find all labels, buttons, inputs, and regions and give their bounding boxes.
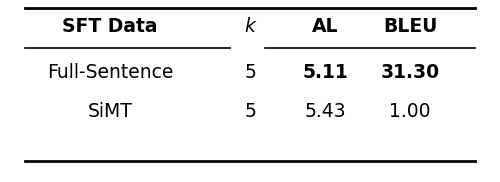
Text: SiMT: SiMT [88, 102, 132, 120]
Text: Full-Sentence: Full-Sentence [47, 63, 173, 82]
Text: SFT Data: SFT Data [62, 17, 158, 36]
Text: 31.30: 31.30 [380, 63, 440, 82]
Text: BLEU: BLEU [383, 17, 437, 36]
Text: AL: AL [312, 17, 338, 36]
Text: 1.00: 1.00 [389, 102, 431, 120]
Text: 5: 5 [244, 63, 256, 82]
Text: 5.11: 5.11 [302, 63, 348, 82]
Text: 5: 5 [244, 102, 256, 120]
Text: 5.43: 5.43 [304, 102, 346, 120]
Text: k: k [244, 17, 256, 36]
